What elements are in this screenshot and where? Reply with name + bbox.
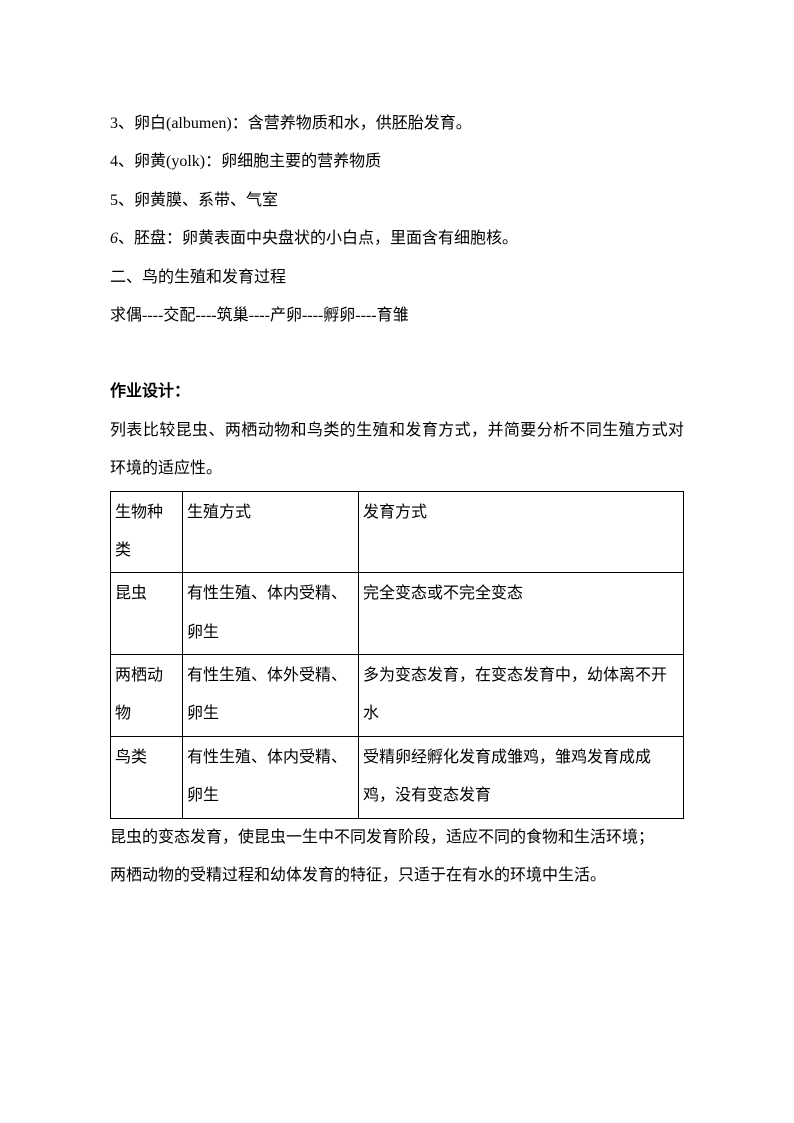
italic-number: 6 [110, 230, 118, 247]
comparison-table: 生物种类 生殖方式 发育方式 昆虫 有性生殖、体内受精、卵生 完全变态或不完全变… [110, 491, 684, 819]
paragraph-line: 3、卵白(albumen)：含营养物质和水，供胚胎发育。 [110, 105, 684, 143]
cell-reproduction: 有性生殖、体内受精、卵生 [183, 736, 359, 818]
cell-development: 完全变态或不完全变态 [359, 573, 684, 655]
document-content: 3、卵白(albumen)：含营养物质和水，供胚胎发育。 4、卵黄(yolk)：… [110, 105, 684, 895]
paragraph-intro: 列表比较昆虫、两栖动物和鸟类的生殖和发育方式，并简要分析不同生殖方式对环境的适应… [110, 412, 684, 489]
line-rest: 、胚盘：卵黄表面中央盘状的小白点，里面含有细胞核。 [118, 230, 518, 247]
cell-development: 多为变态发育，在变态发育中，幼体离不开水 [359, 655, 684, 737]
table-row: 鸟类 有性生殖、体内受精、卵生 受精卵经孵化发育成雏鸡，雏鸡发育成成鸡，没有变态… [111, 736, 684, 818]
table-row: 两栖动物 有性生殖、体外受精、卵生 多为变态发育，在变态发育中，幼体离不开水 [111, 655, 684, 737]
cell-reproduction: 有性生殖、体外受精、卵生 [183, 655, 359, 737]
cell-species: 鸟类 [111, 736, 183, 818]
header-cell-reproduction: 生殖方式 [183, 491, 359, 573]
paragraph-line: 二、鸟的生殖和发育过程 [110, 259, 684, 297]
cell-reproduction: 有性生殖、体内受精、卵生 [183, 573, 359, 655]
paragraph-conclusion: 昆虫的变态发育，使昆虫一生中不同发育阶段，适应不同的食物和生活环境； [110, 819, 684, 857]
header-cell-species: 生物种类 [111, 491, 183, 573]
paragraph-line: 6、胚盘：卵黄表面中央盘状的小白点，里面含有细胞核。 [110, 220, 684, 258]
table-row: 昆虫 有性生殖、体内受精、卵生 完全变态或不完全变态 [111, 573, 684, 655]
table-header-row: 生物种类 生殖方式 发育方式 [111, 491, 684, 573]
paragraph-line: 5、卵黄膜、系带、气室 [110, 182, 684, 220]
paragraph-line: 求偶----交配----筑巢----产卵----孵卵----育雏 [110, 297, 684, 335]
paragraph-line: 4、卵黄(yolk)：卵细胞主要的营养物质 [110, 143, 684, 181]
cell-species: 两栖动物 [111, 655, 183, 737]
blank-spacer [110, 335, 684, 373]
cell-development: 受精卵经孵化发育成雏鸡，雏鸡发育成成鸡，没有变态发育 [359, 736, 684, 818]
paragraph-conclusion: 两栖动物的受精过程和幼体发育的特征，只适于在有水的环境中生活。 [110, 857, 684, 895]
cell-species: 昆虫 [111, 573, 183, 655]
header-cell-development: 发育方式 [359, 491, 684, 573]
section-heading: 作业设计： [110, 373, 684, 411]
